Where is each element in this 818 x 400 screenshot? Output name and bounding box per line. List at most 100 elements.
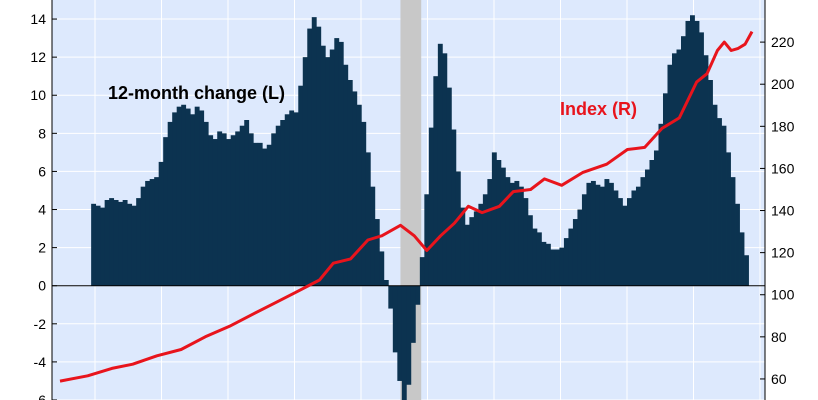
bar bbox=[239, 125, 245, 286]
bar bbox=[383, 280, 389, 286]
right-tick-label: 120 bbox=[771, 245, 795, 261]
bar bbox=[275, 125, 281, 286]
bar bbox=[599, 186, 605, 286]
bar bbox=[302, 57, 308, 286]
bar bbox=[658, 123, 664, 286]
bar bbox=[586, 182, 592, 286]
bar bbox=[415, 285, 421, 305]
bar bbox=[437, 43, 443, 286]
bar bbox=[717, 118, 722, 286]
bar bbox=[199, 110, 205, 286]
bar bbox=[401, 285, 407, 400]
bar bbox=[500, 167, 506, 286]
left-tick-label: 6 bbox=[38, 163, 46, 179]
annotation-index: Index (R) bbox=[560, 99, 637, 119]
bar bbox=[392, 285, 398, 353]
bar bbox=[433, 76, 439, 286]
bar bbox=[361, 121, 367, 286]
bar bbox=[109, 198, 115, 286]
bar bbox=[590, 180, 596, 286]
bar bbox=[631, 190, 637, 286]
bar bbox=[320, 45, 326, 286]
bar bbox=[491, 152, 497, 286]
bar bbox=[554, 249, 560, 286]
bar bbox=[244, 120, 250, 286]
right-tick-label: 220 bbox=[771, 34, 795, 50]
bar bbox=[662, 93, 668, 286]
bar bbox=[482, 194, 488, 286]
bar bbox=[708, 80, 713, 286]
bar bbox=[410, 285, 416, 343]
bar bbox=[505, 177, 511, 286]
bar bbox=[212, 139, 218, 286]
left-tick-label: -4 bbox=[34, 354, 47, 370]
bar bbox=[518, 186, 524, 286]
bar bbox=[406, 285, 412, 385]
bar bbox=[262, 148, 268, 286]
bar bbox=[617, 198, 623, 286]
bar bbox=[532, 228, 538, 286]
bar bbox=[95, 205, 101, 286]
bar bbox=[118, 201, 124, 286]
left-tick-label: 12 bbox=[30, 49, 46, 65]
bar bbox=[140, 186, 146, 286]
bar bbox=[487, 179, 493, 286]
bar bbox=[653, 150, 659, 286]
right-tick-label: 60 bbox=[771, 371, 787, 387]
bar bbox=[163, 137, 169, 286]
bar bbox=[676, 49, 682, 286]
bar bbox=[176, 106, 182, 286]
bar bbox=[145, 180, 151, 286]
bar bbox=[352, 91, 358, 286]
bar bbox=[726, 152, 731, 286]
bar-series-12-month-change bbox=[91, 15, 749, 400]
bar bbox=[208, 135, 214, 286]
left-tick-label: -6 bbox=[34, 392, 47, 400]
bar bbox=[527, 215, 533, 286]
bar bbox=[253, 142, 259, 286]
bar bbox=[604, 179, 610, 286]
left-tick-label: 0 bbox=[38, 278, 46, 294]
bar bbox=[721, 125, 727, 286]
right-tick-label: 100 bbox=[771, 287, 795, 303]
bar bbox=[644, 169, 650, 286]
bar bbox=[514, 180, 520, 286]
bar bbox=[158, 161, 164, 286]
bar bbox=[469, 217, 475, 286]
bar bbox=[235, 131, 241, 286]
bar bbox=[203, 121, 209, 286]
bar bbox=[172, 112, 178, 286]
line-series-index bbox=[59, 30, 754, 383]
bar bbox=[428, 127, 434, 286]
bar bbox=[329, 49, 335, 286]
bar bbox=[685, 20, 691, 286]
bar bbox=[122, 200, 128, 286]
bar bbox=[744, 255, 749, 286]
annotation-12-month-change: 12-month change (L) bbox=[108, 83, 285, 103]
bar bbox=[293, 112, 299, 286]
bar bbox=[681, 36, 686, 286]
bar bbox=[374, 219, 380, 286]
bar bbox=[343, 64, 349, 286]
bar bbox=[640, 177, 646, 286]
bar bbox=[572, 219, 578, 286]
bar bbox=[154, 177, 160, 286]
bar bbox=[703, 55, 709, 286]
bar bbox=[316, 26, 322, 286]
left-tick-label: -2 bbox=[34, 316, 47, 332]
bar bbox=[739, 232, 745, 286]
bar bbox=[667, 64, 673, 286]
bar bbox=[496, 160, 502, 286]
bar bbox=[523, 198, 529, 286]
left-axis-ticks: 14 12 10 8 6 4 2 0 -2 -4 -6 bbox=[30, 11, 57, 400]
bar bbox=[181, 104, 187, 286]
bar bbox=[545, 243, 551, 286]
bar bbox=[100, 207, 106, 286]
bar bbox=[136, 198, 142, 286]
left-tick-label: 4 bbox=[38, 202, 46, 218]
bar bbox=[248, 133, 254, 286]
bar bbox=[284, 114, 290, 286]
bar bbox=[194, 106, 200, 286]
